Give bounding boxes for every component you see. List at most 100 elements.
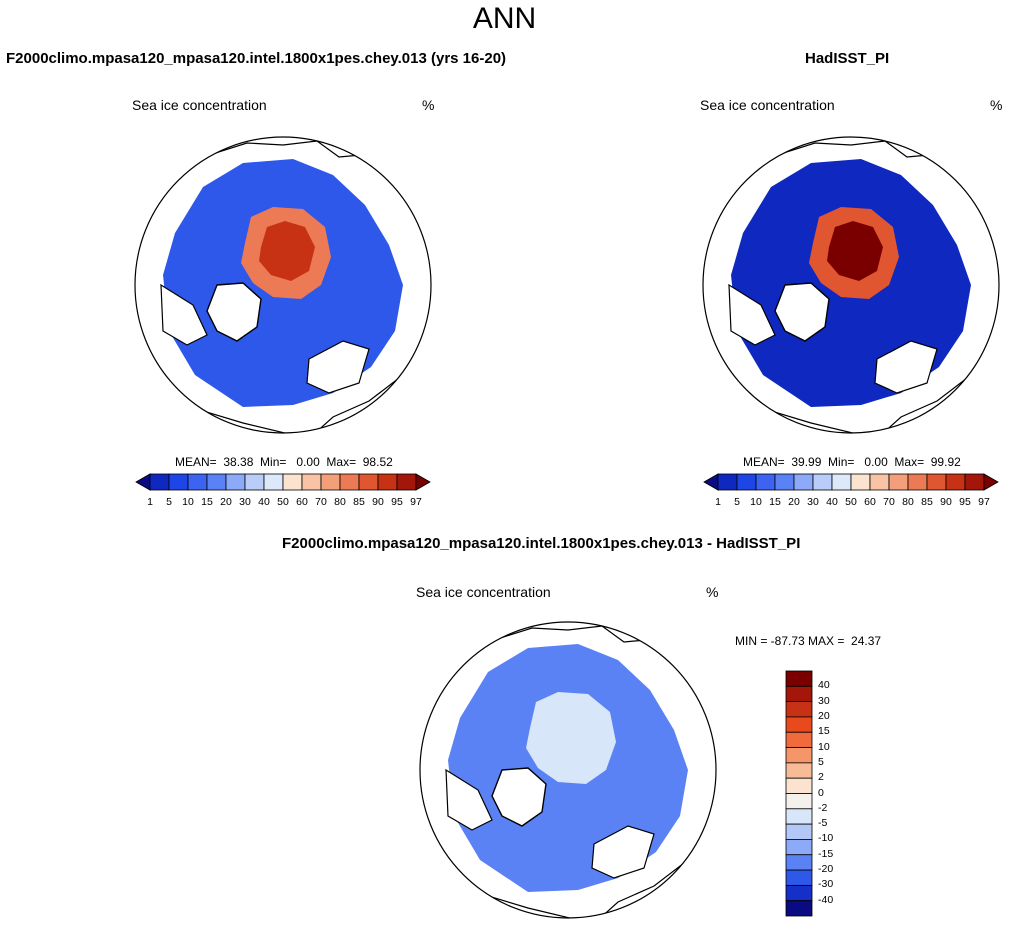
panel1-variable: Sea ice concentration [132, 97, 267, 113]
panel3-colorbar-tick-label: 5 [818, 755, 824, 768]
panel2-variable: Sea ice concentration [700, 97, 835, 113]
panel3-colorbar-swatch [785, 777, 813, 794]
panel2-colorbar-swatch [964, 473, 985, 491]
panel3-map-border [419, 621, 717, 919]
panel3-colorbar-tick-label: 30 [818, 694, 830, 707]
panel3-colorbar-swatch [785, 701, 813, 718]
panel2-colorbar-tick-label: 30 [807, 496, 819, 508]
panel1-colorbar [135, 473, 431, 491]
panel1-coastline-greenland [206, 282, 262, 342]
panel1-map [134, 136, 432, 434]
panel1-colorbar-swatch [225, 473, 246, 491]
panel2-stats: MEAN= 39.99 Min= 0.00 Max= 99.92 [743, 455, 961, 469]
panel3-colorbar-tick-label: -10 [818, 832, 834, 845]
panel3-colorbar-swatch [785, 900, 813, 917]
panel1-colorbar-swatch [149, 473, 170, 491]
panel2-colorbar-tick-label: 97 [978, 496, 990, 508]
panel3-colorbar-tick-label: 10 [818, 740, 830, 753]
panel1-colorbar-swatch [301, 473, 322, 491]
panel1-colorbar-swatch [396, 473, 417, 491]
panel1-colorbar-swatch [358, 473, 379, 491]
panel2-colorbar-swatch [755, 473, 776, 491]
panel2-colorbar-tick-label: 1 [715, 496, 721, 508]
panel3-coastline-greenland [491, 767, 547, 827]
panel2-colorbar-tick-label: 5 [734, 496, 740, 508]
panel2-title: HadISST_PI [805, 50, 890, 67]
panel3-colorbar-labels: 40 30 20 15 10 5 2 0 -2 -5 -10 -15 -20 -30 -40 [818, 671, 858, 916]
panel1-colorbar-tick-label: 80 [334, 496, 346, 508]
panel3-colorbar-tick-label: -5 [818, 817, 828, 830]
panel2-colorbar-swatch [907, 473, 928, 491]
panel2-colorbar-tick-label: 95 [959, 496, 971, 508]
panel3-colorbar [785, 670, 813, 917]
panel3-colorbar-tick-label: 2 [818, 771, 824, 784]
panel1-colorbar-tick-label: 85 [353, 496, 365, 508]
panel3-colorbar-swatch [785, 747, 813, 764]
panel1-colorbar-swatch [415, 473, 431, 491]
panel1-colorbar-swatch [187, 473, 208, 491]
panel2-map-layers [703, 137, 999, 433]
panel3-colorbar-tick-label: 0 [818, 786, 824, 799]
panel2-colorbar-tick-label: 15 [769, 496, 781, 508]
panel1-colorbar-swatch [282, 473, 303, 491]
panel3-colorbar-swatch [785, 854, 813, 871]
panel2-colorbar-tick-label: 90 [940, 496, 952, 508]
panel2-colorbar-tick-label: 70 [883, 496, 895, 508]
panel1-stats: MEAN= 38.38 Min= 0.00 Max= 98.52 [175, 455, 393, 469]
panel2-colorbar-tick-label: 50 [845, 496, 857, 508]
panel2-colorbar-tick-label: 80 [902, 496, 914, 508]
panel3-colorbar-swatch [785, 762, 813, 779]
panel2-colorbar-swatch [869, 473, 890, 491]
panel3-colorbar-tick-label: -15 [818, 847, 834, 860]
panel1-colorbar-swatch [377, 473, 398, 491]
panel3-colorbar-swatch [785, 869, 813, 886]
panel2-colorbar-swatch [812, 473, 833, 491]
panel1-colorbar-tick-label: 90 [372, 496, 384, 508]
panel1-colorbar-tick-label: 20 [220, 496, 232, 508]
panel1-colorbar-swatch [244, 473, 265, 491]
panel2-colorbar-tick-label: 60 [864, 496, 876, 508]
panel1-units: % [422, 97, 435, 113]
panel3-core-field [544, 706, 600, 766]
panel2-core-field [827, 221, 883, 281]
panel1-colorbar-swatch [320, 473, 341, 491]
panel1-colorbar-swatch [206, 473, 227, 491]
panel1-colorbar-tick-label: 1 [147, 496, 153, 508]
panel1-colorbar-swatch [339, 473, 360, 491]
panel3-colorbar-tick-label: 40 [818, 679, 830, 692]
panel3-colorbar-swatch [785, 670, 813, 687]
panel2-colorbar-swatch [774, 473, 795, 491]
panel2-colorbar-swatch [926, 473, 947, 491]
page-title: ANN [472, 2, 537, 35]
panel3-colorbar-swatch [785, 793, 813, 810]
panel3-variable: Sea ice concentration [416, 584, 551, 600]
panel1-colorbar-tick-label: 15 [201, 496, 213, 508]
panel2-colorbar-swatch [945, 473, 966, 491]
panel3-colorbar-tick-label: 15 [818, 725, 830, 738]
panel1-colorbar-swatch [168, 473, 189, 491]
panel3-stats: MIN = -87.73 MAX = 24.37 [735, 634, 882, 648]
panel2-colorbar-swatch [831, 473, 852, 491]
panel3-units: % [706, 584, 719, 600]
panel2-units: % [990, 97, 1003, 113]
panel1-colorbar-tick-label: 50 [277, 496, 289, 508]
panel2-colorbar-tick-label: 10 [750, 496, 762, 508]
panel2-colorbar-labels: 1 5 10 15 20 30 40 50 60 70 80 85 90 95 97 [704, 496, 998, 510]
panel2-colorbar-swatch [888, 473, 909, 491]
panel1-map-border [134, 136, 432, 434]
panel3-map [419, 621, 717, 919]
panel2-coastline-greenland [774, 282, 830, 342]
panel3-colorbar-swatch [785, 716, 813, 733]
panel1-colorbar-swatch [263, 473, 284, 491]
panel1-colorbar-tick-label: 10 [182, 496, 194, 508]
panel2-colorbar-swatch [717, 473, 738, 491]
panel1-colorbar-tick-label: 60 [296, 496, 308, 508]
panel1-colorbar-labels: 1 5 10 15 20 30 40 50 60 70 80 85 90 95 97 [136, 496, 430, 510]
panel3-colorbar-tick-label: -40 [818, 893, 834, 906]
panel2-colorbar-tick-label: 85 [921, 496, 933, 508]
panel2-colorbar [703, 473, 999, 491]
panel2-colorbar-swatch [850, 473, 871, 491]
panel3-title: F2000climo.mpasa120_mpasa120.intel.1800x… [282, 535, 801, 552]
panel3-colorbar-tick-label: -20 [818, 863, 834, 876]
panel3-colorbar-swatch [785, 731, 813, 748]
